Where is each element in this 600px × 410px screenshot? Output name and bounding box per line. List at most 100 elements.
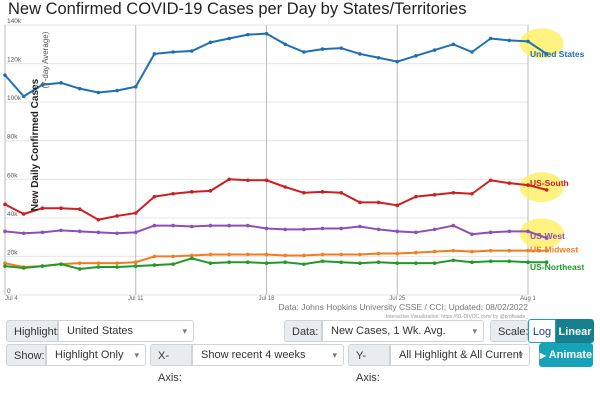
data-label: Data: [284,320,322,342]
data-point [414,250,418,255]
series-end-label: US-Northeast [530,262,584,272]
data-point [376,200,381,205]
data-select[interactable]: New Cases, 1 Wk. Avg. ▾ [322,320,484,342]
data-point [470,50,474,54]
data-point [358,224,362,229]
data-point [414,194,418,199]
data-point [189,224,194,229]
xaxis-select[interactable]: Show recent 4 weeks ▾ [192,344,344,366]
data-value: New Cases, 1 Wk. Avg. [331,325,446,337]
data-point [320,226,325,231]
y-tick-label: 0 [7,288,11,295]
data-point [77,207,82,211]
data-point [227,260,231,265]
yaxis-select[interactable]: All Highlight & All Current ▾ [390,344,530,366]
data-point [544,236,549,240]
data-point [77,261,82,265]
data-point [376,227,381,232]
show-select[interactable]: Highlight Only ▾ [46,344,146,366]
data-point [208,223,213,228]
data-point [488,248,493,253]
data-point [59,81,63,85]
series-end-label: US-South [530,178,569,188]
data-point [451,223,456,228]
data-point [152,223,157,228]
data-point [133,211,138,215]
data-point [133,84,138,89]
data-point [470,191,474,196]
data-point [526,39,530,44]
data-point [507,38,512,43]
data-point [339,252,344,257]
data-point [488,178,493,183]
data-point [320,47,325,51]
data-point [507,259,512,264]
series-end-label: US-West [530,231,565,241]
play-icon: ▶ [539,351,547,360]
data-point [171,262,175,266]
controls-row-2: Show: Highlight Only ▾ X-Axis: Show rece… [0,343,600,384]
series-line [4,249,547,269]
data-point [133,260,138,265]
highlight-select[interactable]: United States ▾ [58,320,194,342]
data-point [115,261,119,265]
data-point [264,226,269,231]
data-point [544,260,549,265]
data-point [264,178,269,183]
data-point [395,229,400,234]
data-point [40,82,45,87]
data-point [432,261,437,265]
credit-note: Interactive Visualization: https://91-DI… [386,314,528,320]
data-point [470,249,474,254]
y-tick-label: 40k [7,211,18,218]
y-tick-label: 120k [7,57,22,64]
data-point [283,253,287,258]
data-point [59,262,63,266]
y-axis-subtitle: (7-day Average) [41,31,50,88]
animate-label: Animate [548,349,593,361]
series-end-label: US-Midwest [530,245,578,255]
data-point [507,229,512,234]
data-point [189,190,194,194]
data-point [115,231,119,236]
chart-title: New Confirmed COVID-19 Cases per Day by … [8,0,467,18]
data-point [358,52,362,56]
data-point [320,259,325,264]
grid: 0 20k 40k 60k 80k 100k 120k 140k Jul 4 Jul 11 Jul … [4,18,536,302]
data-point [227,252,231,257]
data-point [77,267,82,271]
data-point [246,178,250,183]
data-point [152,254,157,259]
data-point [432,48,437,52]
data-point [470,232,474,237]
data-point [544,188,549,192]
data-point [395,59,400,64]
data-point [302,190,306,195]
x-tick-label: Jul 25 [389,296,406,302]
data-point [3,73,7,77]
data-point [208,40,213,45]
data-point [544,248,549,253]
data-point [526,229,530,234]
line-chart: 0 20k 40k 60k 80k 100k 120k 140k Jul 4 Jul 11 Jul … [3,18,585,320]
data-point [152,194,157,199]
highlight-blob [519,172,564,203]
data-point [414,230,418,235]
data-point [302,227,306,232]
data-point [133,230,138,235]
data-point [358,261,362,265]
xaxis-value: Show recent 4 weeks [201,349,306,361]
scale-log-button[interactable]: Log [528,319,556,343]
data-point [77,86,82,91]
y-tick-label: 140k [7,18,22,25]
data-point [115,265,119,269]
data-point [283,260,287,265]
animate-button[interactable]: ▶ Animate [539,343,593,367]
data-point [507,248,512,253]
scale-linear-button[interactable]: Linear [556,319,594,343]
highlight-blob [519,28,564,59]
data-point [526,260,530,265]
data-point [21,266,26,270]
show-value: Highlight Only [55,349,124,361]
data-point [395,261,400,265]
